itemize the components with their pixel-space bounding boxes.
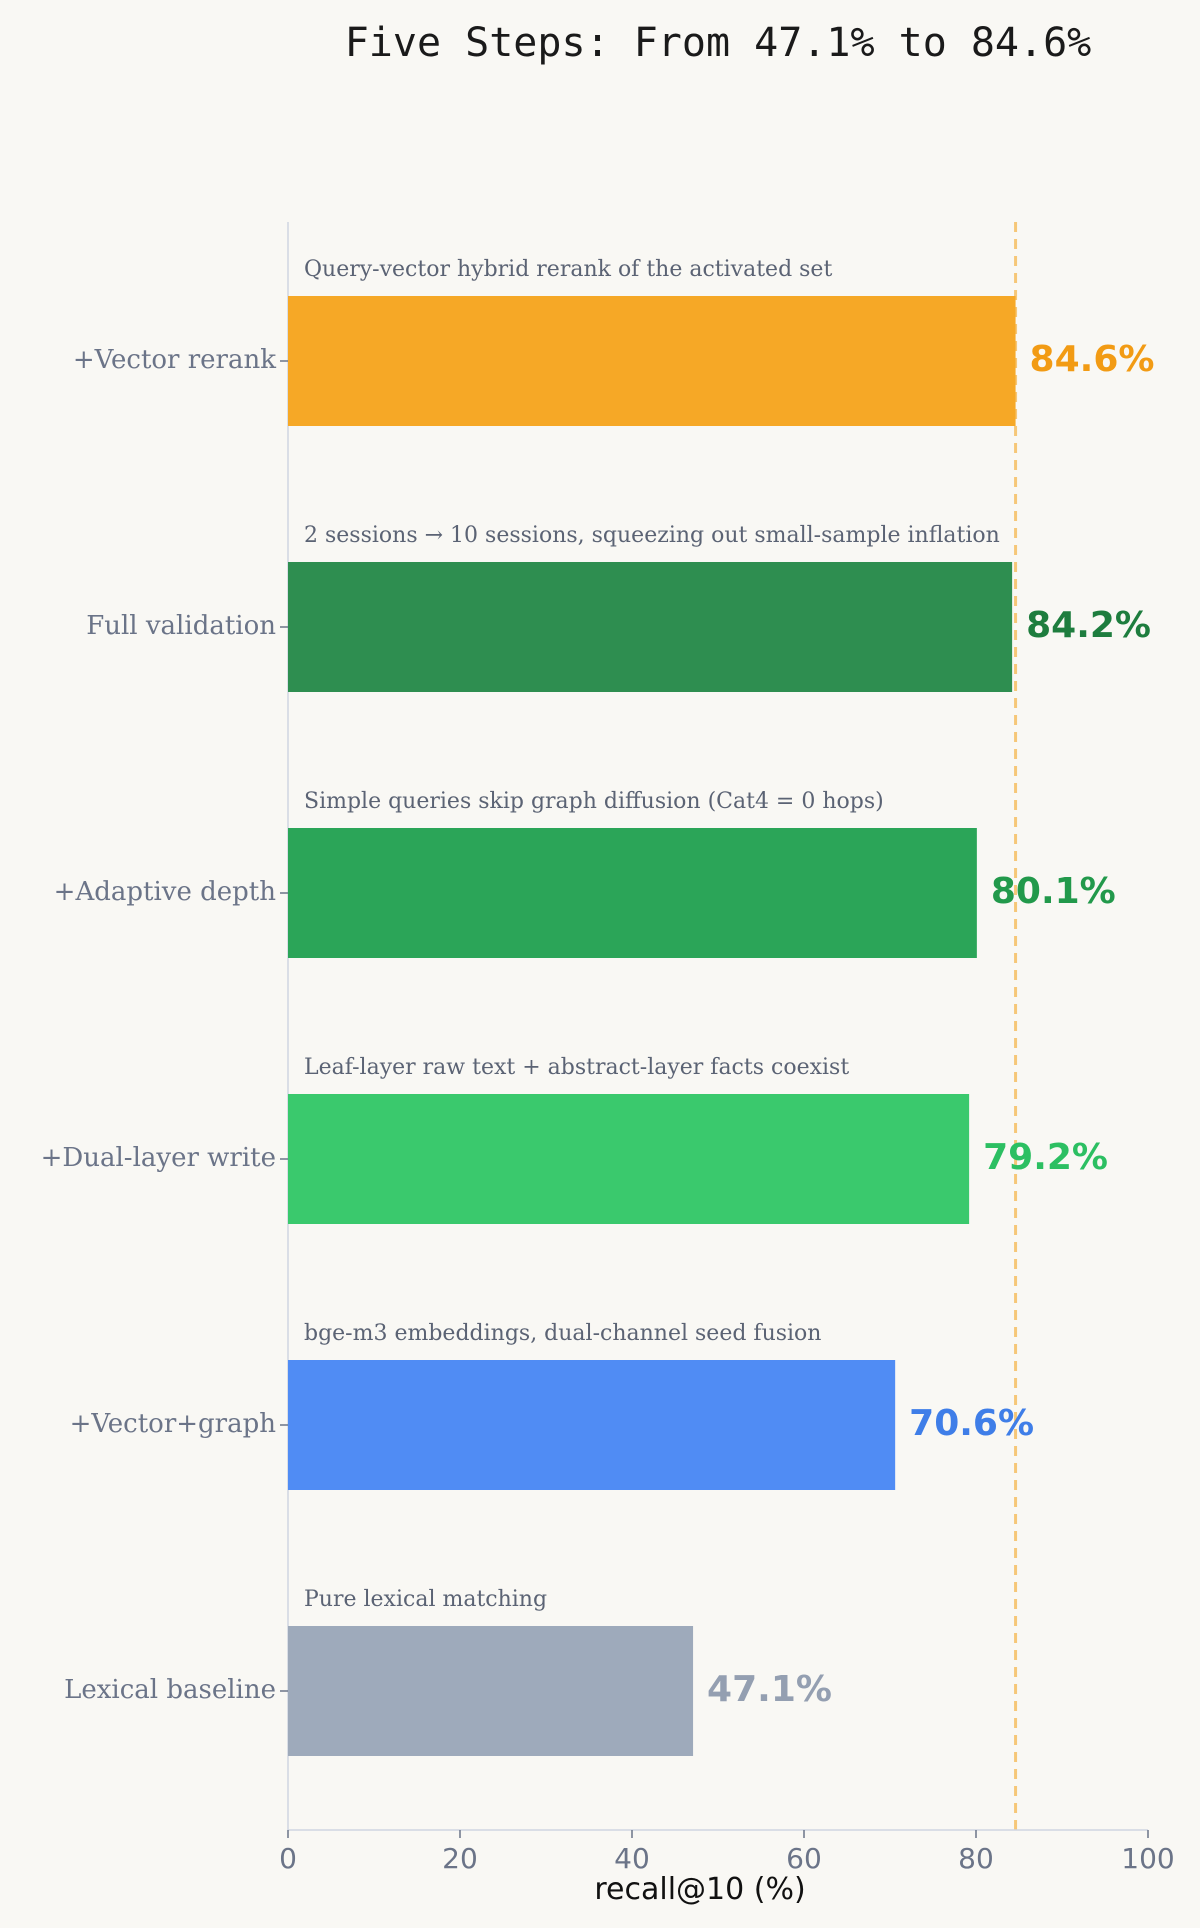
bar-annotation: bge-m3 embeddings, dual-channel seed fus… bbox=[304, 1321, 821, 1346]
data-label: 70.6% bbox=[909, 1403, 1034, 1444]
chart-title: Five Steps: From 47.1% to 84.6% bbox=[345, 20, 1092, 66]
x-tick-label: 40 bbox=[614, 1842, 650, 1875]
category-label: +Adaptive depth bbox=[54, 877, 277, 907]
bar bbox=[288, 1626, 694, 1756]
x-tick-label: 100 bbox=[1121, 1842, 1174, 1875]
data-label: 80.1% bbox=[991, 871, 1116, 912]
x-tick-label: 80 bbox=[958, 1842, 994, 1875]
x-axis-label: recall@10 (%) bbox=[594, 1872, 805, 1907]
bar-annotation: Pure lexical matching bbox=[304, 1587, 547, 1612]
bar-annotation: Leaf-layer raw text + abstract-layer fac… bbox=[304, 1055, 849, 1080]
bar bbox=[288, 562, 1013, 692]
category-label: +Dual-layer write bbox=[41, 1143, 276, 1173]
bar-annotation: 2 sessions → 10 sessions, squeezing out … bbox=[304, 523, 1000, 548]
plot-area: +Vector rerank Query-vector hybrid rerank… bbox=[41, 222, 1175, 1875]
category-label: +Vector rerank bbox=[73, 345, 276, 375]
category-label: +Vector+graph bbox=[70, 1409, 277, 1439]
bar bbox=[288, 296, 1016, 426]
bar bbox=[288, 1360, 896, 1490]
data-label: 47.1% bbox=[707, 1669, 832, 1710]
x-tick-label: 20 bbox=[442, 1842, 478, 1875]
x-tick-label: 60 bbox=[786, 1842, 822, 1875]
bar-annotation: Simple queries skip graph diffusion (Cat… bbox=[304, 789, 884, 814]
data-label: 84.6% bbox=[1030, 339, 1155, 380]
x-tick-label: 0 bbox=[279, 1842, 297, 1875]
data-label: 84.2% bbox=[1026, 605, 1151, 646]
category-label: Full validation bbox=[86, 611, 276, 641]
bar bbox=[288, 828, 977, 958]
data-label: 79.2% bbox=[983, 1137, 1108, 1178]
bar-annotation: Query-vector hybrid rerank of the activa… bbox=[304, 257, 832, 282]
category-label: Lexical baseline bbox=[64, 1675, 276, 1705]
bar bbox=[288, 1094, 970, 1224]
